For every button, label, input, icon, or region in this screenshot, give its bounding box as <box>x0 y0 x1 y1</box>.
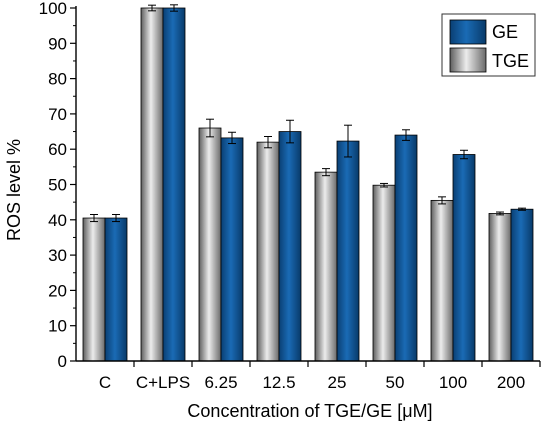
bar-tge-2 <box>198 127 222 362</box>
legend-label-ge: GE <box>492 22 518 42</box>
bar-tge-7 <box>488 213 512 362</box>
bar-ge-2 <box>220 137 244 362</box>
y-tick-label-7: 70 <box>48 105 67 124</box>
x-tick-label-1: C+LPS <box>136 373 190 392</box>
y-axis-label: ROS level % <box>4 139 24 241</box>
legend-label-tge: TGE <box>492 51 529 71</box>
bar-ge-1 <box>162 7 186 362</box>
x-tick-label-2: 6.25 <box>204 373 237 392</box>
legend-swatch-tge <box>449 47 487 73</box>
x-tick-label-7: 200 <box>497 373 525 392</box>
bar-tge-4 <box>314 171 338 362</box>
bar-tge-6 <box>430 199 454 362</box>
x-tick-label-5: 50 <box>386 373 405 392</box>
y-tick-label-2: 20 <box>48 281 67 300</box>
y-tick-label-6: 60 <box>48 140 67 159</box>
y-tick-label-4: 40 <box>48 211 67 230</box>
bar-tge-1 <box>140 7 164 362</box>
y-tick-label-3: 30 <box>48 246 67 265</box>
bar-ge-0 <box>104 217 128 362</box>
x-tick-label-6: 100 <box>439 373 467 392</box>
bar-ge-6 <box>452 154 476 362</box>
y-tick-label-9: 90 <box>48 34 67 53</box>
y-tick-label-10: 100 <box>39 0 67 18</box>
legend-swatch-ge <box>449 19 487 45</box>
bar-ge-4 <box>336 140 360 362</box>
x-tick-label-0: C <box>99 373 111 392</box>
bar-tge-0 <box>82 217 106 362</box>
bar-ge-5 <box>394 134 418 362</box>
y-tick-label-5: 50 <box>48 176 67 195</box>
x-axis-label: Concentration of TGE/GE [μM] <box>187 401 432 421</box>
plot-area: C C+LPS 6.25 12.5 25 50 100 200 0 10 20 30 40 50 60 70 8… <box>39 0 541 392</box>
y-tick-label-1: 10 <box>48 317 67 336</box>
legend: GE TGE <box>441 13 536 77</box>
y-tick-label-0: 0 <box>58 352 67 371</box>
bar-ge-7 <box>510 208 534 362</box>
x-tick-label-3: 12.5 <box>262 373 295 392</box>
y-tick-label-8: 80 <box>48 70 67 89</box>
bar-tge-3 <box>256 141 280 362</box>
bar-ge-3 <box>278 131 302 362</box>
bar-tge-5 <box>372 184 396 362</box>
x-tick-label-4: 25 <box>328 373 347 392</box>
